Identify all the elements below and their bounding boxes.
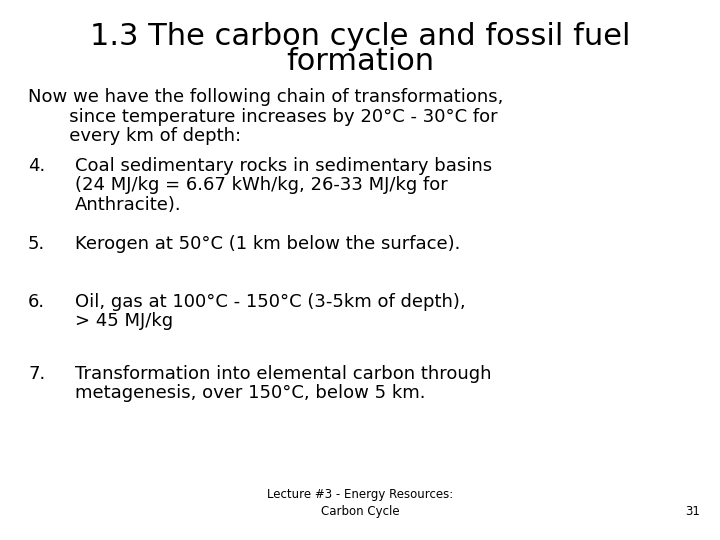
Text: formation: formation — [286, 47, 434, 76]
Text: 1.3 The carbon cycle and fossil fuel: 1.3 The carbon cycle and fossil fuel — [90, 22, 630, 51]
Text: Oil, gas at 100°C - 150°C (3-5km of depth),: Oil, gas at 100°C - 150°C (3-5km of dept… — [75, 293, 466, 311]
Text: Kerogen at 50°C (1 km below the surface).: Kerogen at 50°C (1 km below the surface)… — [75, 235, 460, 253]
Text: Transformation into elemental carbon through: Transformation into elemental carbon thr… — [75, 365, 492, 383]
Text: Lecture #3 - Energy Resources:
Carbon Cycle: Lecture #3 - Energy Resources: Carbon Cy… — [267, 488, 453, 518]
Text: metagenesis, over 150°C, below 5 km.: metagenesis, over 150°C, below 5 km. — [75, 384, 426, 402]
Text: Anthracite).: Anthracite). — [75, 196, 181, 214]
Text: 31: 31 — [685, 505, 700, 518]
Text: (24 MJ/kg = 6.67 kWh/kg, 26-33 MJ/kg for: (24 MJ/kg = 6.67 kWh/kg, 26-33 MJ/kg for — [75, 177, 448, 194]
Text: Now we have the following chain of transformations,: Now we have the following chain of trans… — [28, 88, 503, 106]
Text: 7.: 7. — [28, 365, 45, 383]
Text: Coal sedimentary rocks in sedimentary basins: Coal sedimentary rocks in sedimentary ba… — [75, 157, 492, 175]
Text: since temperature increases by 20°C - 30°C for: since temperature increases by 20°C - 30… — [52, 107, 498, 125]
Text: > 45 MJ/kg: > 45 MJ/kg — [75, 313, 173, 330]
Text: 6.: 6. — [28, 293, 45, 311]
Text: 5.: 5. — [28, 235, 45, 253]
Text: every km of depth:: every km of depth: — [52, 127, 241, 145]
Text: 4.: 4. — [28, 157, 45, 175]
